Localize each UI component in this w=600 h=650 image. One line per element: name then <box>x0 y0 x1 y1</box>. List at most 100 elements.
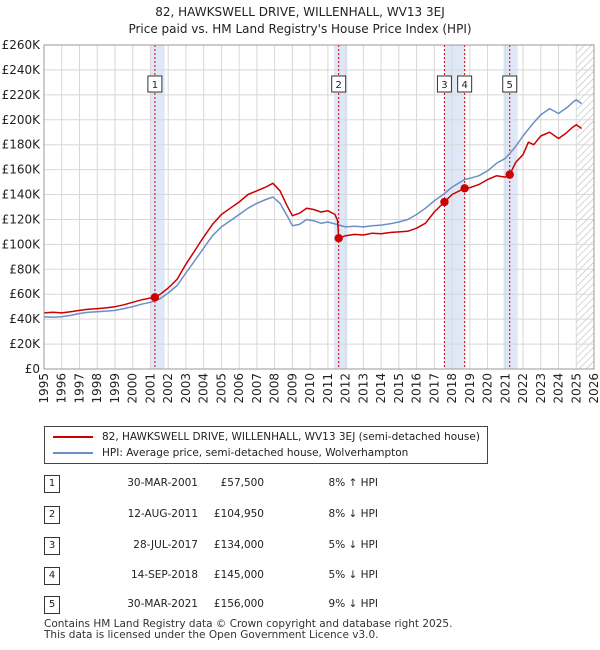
sale-number-badge: 4 <box>44 567 60 585</box>
legend-swatch-price <box>53 436 93 438</box>
y-tick-label: £80K <box>9 262 41 276</box>
x-tick-label: 2015 <box>392 373 406 404</box>
price-chart: 1 2 3 4 5 £0 £20K £40K £60K £80K £100K £120K £140K £… <box>2 38 600 404</box>
x-tick-label: 2004 <box>197 373 211 404</box>
forecast-hatch <box>576 45 594 369</box>
sale-price: £156,000 <box>213 598 264 610</box>
y-tick-label: £40K <box>9 312 41 326</box>
plot-frame <box>43 44 595 370</box>
title-line-1: 82, HAWKSWELL DRIVE, WILLENHALL, WV13 3E… <box>155 5 445 19</box>
sale-price: £104,950 <box>213 508 264 520</box>
x-tick-label: 2020 <box>481 373 495 404</box>
shaded-period <box>150 45 165 369</box>
sale-label-number: 5 <box>507 80 513 91</box>
x-tick-label: 2017 <box>427 373 441 404</box>
x-tick-label: 1997 <box>72 373 86 404</box>
legend-label-hpi: HPI: Average price, semi-detached house,… <box>102 447 409 459</box>
sale-point <box>150 293 160 302</box>
sale-label-box <box>502 75 518 93</box>
x-tick-label: 2013 <box>356 373 370 404</box>
shaded-period <box>334 45 348 369</box>
legend-item-hpi: HPI: Average price, semi-detached house,… <box>53 445 408 461</box>
sale-price: £134,000 <box>213 539 264 551</box>
sale-label-box <box>457 75 473 93</box>
x-tick-label: 2010 <box>303 373 317 404</box>
y-tick-label: £240K <box>2 63 42 77</box>
x-tick-label: 2019 <box>463 373 477 404</box>
x-tick-label: 2021 <box>498 373 512 404</box>
x-tick-label: 2018 <box>445 373 459 404</box>
sale-label-box <box>147 75 163 93</box>
x-tick-label: 2025 <box>569 373 583 404</box>
x-tick-label: 2001 <box>143 373 157 404</box>
x-tick-label: 2024 <box>552 373 566 404</box>
sale-label-number: 1 <box>152 80 158 91</box>
sale-point <box>334 234 343 243</box>
sale-number-badge: 3 <box>44 537 60 555</box>
sale-number-badge: 1 <box>44 475 60 493</box>
sale-hpi-diff: 8% ↑ HPI <box>328 477 378 489</box>
x-tick-label: 2022 <box>516 373 530 404</box>
sale-point <box>460 184 469 193</box>
sale-date: 28-JUL-2017 <box>133 539 198 551</box>
sale-date: 12-AUG-2011 <box>127 508 198 520</box>
sale-label-number: 2 <box>336 80 342 91</box>
sale-hpi-diff: 5% ↓ HPI <box>328 569 378 581</box>
chart-title: 82, HAWKSWELL DRIVE, WILLENHALL, WV13 3E… <box>0 4 600 38</box>
y-tick-label: £200K <box>2 113 42 127</box>
footer: Contains HM Land Registry data © Crown c… <box>44 619 452 641</box>
x-tick-label: 2002 <box>161 373 175 404</box>
legend-label-price: 82, HAWKSWELL DRIVE, WILLENHALL, WV13 3E… <box>102 431 480 443</box>
x-tick-label: 2008 <box>268 373 282 404</box>
shaded-period <box>444 45 465 369</box>
x-tick-label: 2012 <box>339 373 353 404</box>
x-tick-label: 2023 <box>534 373 548 404</box>
sale-label-box <box>436 75 452 93</box>
shaded-period <box>503 45 518 369</box>
sale-date: 30-MAR-2021 <box>127 598 198 610</box>
copyright-text: Contains HM Land Registry data © Crown c… <box>44 618 453 630</box>
sale-label-number: 3 <box>441 80 447 91</box>
x-tick-label: 1996 <box>55 373 69 404</box>
x-tick-label: 2011 <box>321 373 335 404</box>
x-tick-label: 1998 <box>90 373 104 404</box>
y-tick-label: £60K <box>9 287 41 301</box>
sale-hpi-diff: 8% ↓ HPI <box>328 508 378 520</box>
y-tick-label: £100K <box>2 237 42 251</box>
x-tick-label: 2026 <box>587 373 600 404</box>
hpi-line <box>43 99 583 319</box>
license-text: This data is licensed under the Open Gov… <box>44 629 379 641</box>
sale-date: 30-MAR-2001 <box>127 477 198 489</box>
sale-hpi-diff: 9% ↓ HPI <box>328 598 378 610</box>
sale-point <box>505 170 514 179</box>
x-tick-label: 2009 <box>285 373 299 404</box>
sale-label-number: 4 <box>461 80 467 91</box>
sale-price: £57,500 <box>220 477 264 489</box>
x-tick-label: 2007 <box>250 373 264 404</box>
x-tick-label: 2003 <box>179 373 193 404</box>
y-tick-label: £140K <box>2 188 42 202</box>
y-tick-label: £180K <box>2 138 42 152</box>
x-tick-label: 2016 <box>410 373 424 404</box>
legend-swatch-hpi <box>53 452 93 454</box>
sale-number-badge: 2 <box>44 506 60 524</box>
x-tick-label: 2000 <box>126 373 140 404</box>
y-tick-label: £0 <box>25 362 40 376</box>
x-tick-label: 2014 <box>374 373 388 404</box>
sale-point <box>440 197 449 207</box>
y-tick-label: £20K <box>9 337 41 351</box>
y-tick-label: £160K <box>2 163 42 177</box>
legend-item-price: 82, HAWKSWELL DRIVE, WILLENHALL, WV13 3E… <box>53 429 480 445</box>
title-line-2: Price paid vs. HM Land Registry's House … <box>128 22 472 36</box>
price-paid-line <box>43 124 583 314</box>
sale-hpi-diff: 5% ↓ HPI <box>328 539 378 551</box>
sale-date: 14-SEP-2018 <box>130 569 198 581</box>
sale-number-badge: 5 <box>44 596 60 614</box>
y-tick-label: £120K <box>2 212 42 226</box>
x-tick-label: 2005 <box>214 373 228 404</box>
sale-price: £145,000 <box>213 569 264 581</box>
sale-label-box <box>331 75 347 93</box>
x-tick-label: 1999 <box>108 373 122 404</box>
legend: 82, HAWKSWELL DRIVE, WILLENHALL, WV13 3E… <box>44 426 488 464</box>
x-tick-label: 2006 <box>232 373 246 404</box>
